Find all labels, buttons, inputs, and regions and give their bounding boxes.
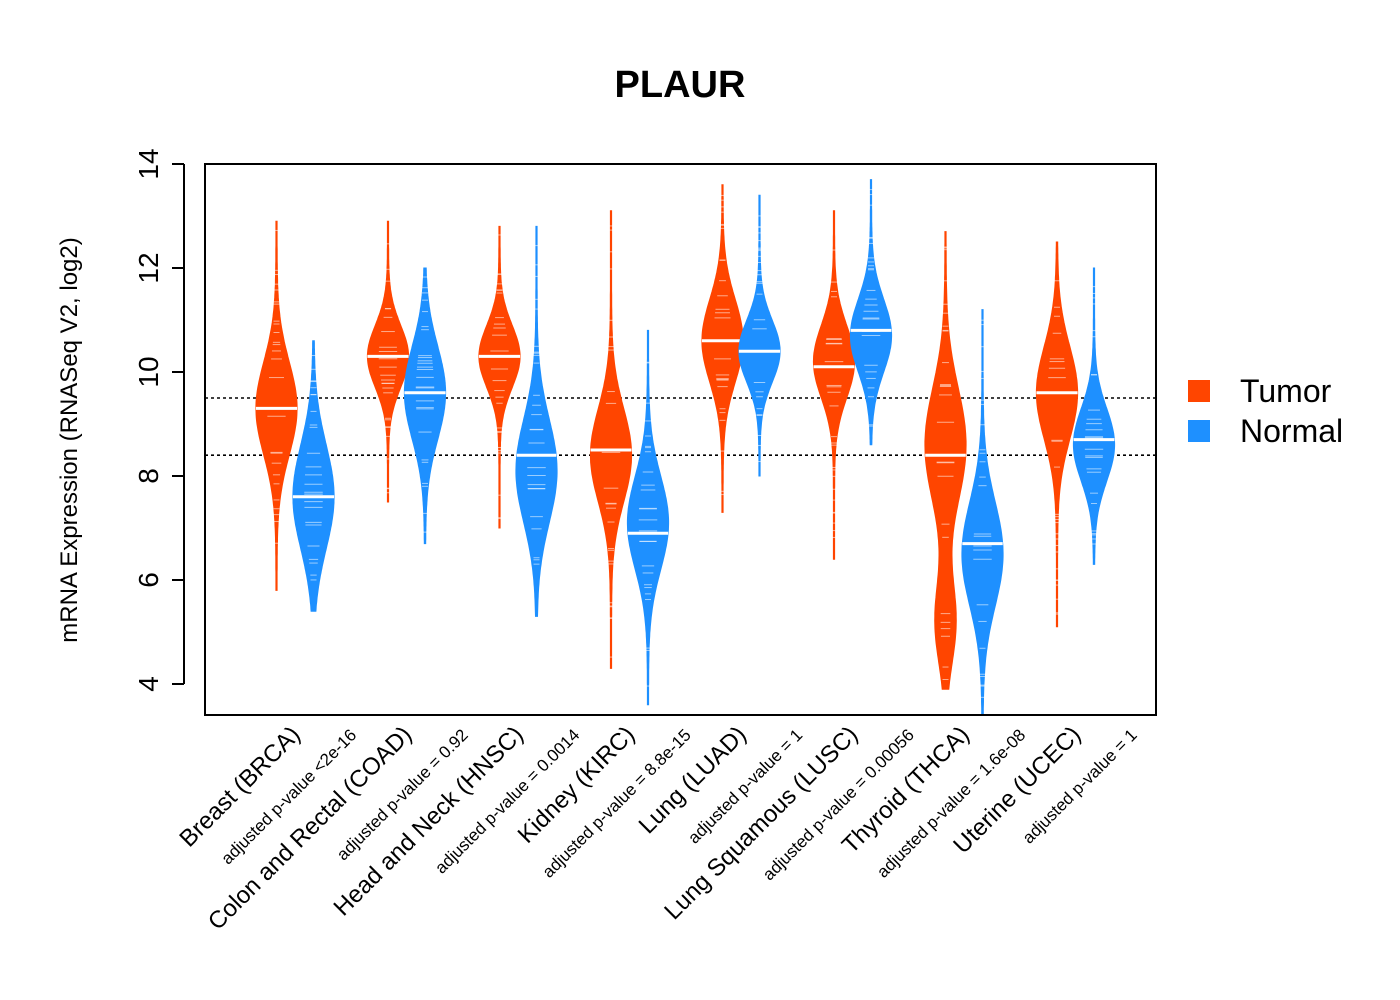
x-axis-labels: Breast (BRCA)adjusted p-value <2e-16Colo… [174, 721, 1140, 935]
violin-tumor [589, 210, 633, 669]
violin-body-tumor [1035, 241, 1079, 628]
legend: Tumor Normal [1188, 373, 1343, 449]
violin-tumor [812, 210, 856, 560]
violin-body-normal [738, 194, 781, 477]
violin-body-normal [403, 267, 447, 545]
violin-normal [515, 225, 558, 617]
violin-normal [1072, 267, 1116, 565]
y-tick-label: 12 [133, 252, 164, 283]
violin-body-normal [961, 309, 1004, 716]
violin-normal [849, 179, 893, 446]
y-axis-label: mRNA Expression (RNASeq V2, log2) [56, 237, 83, 643]
violin-normal [292, 340, 335, 612]
violin-normal [626, 329, 670, 706]
chart-title: PLAUR [615, 64, 746, 106]
y-tick-label: 6 [133, 572, 164, 588]
violin-tumor [255, 220, 298, 591]
violin-body-tumor [924, 231, 967, 690]
violin-body-normal [1072, 267, 1116, 565]
violin-tumor [1035, 241, 1079, 628]
reference-lines [205, 397, 1156, 457]
y-tick-label: 8 [133, 468, 164, 484]
plot-frame [204, 163, 1157, 716]
y-tick-label: 14 [133, 148, 164, 179]
violin-body-normal [626, 329, 670, 706]
violin-normal [738, 194, 781, 477]
violin-body-tumor [366, 220, 410, 503]
violin-tumor [924, 231, 967, 690]
violin-body-normal [515, 225, 558, 617]
violin-normal [961, 309, 1004, 716]
violin-tumor [366, 220, 410, 503]
category-label: Colon and Rectal (COAD) [203, 721, 417, 935]
legend-swatch-tumor [1188, 380, 1210, 402]
legend-label-normal: Normal [1240, 413, 1343, 449]
violin-body-normal [849, 179, 893, 446]
violin-body-tumor [255, 220, 298, 591]
violin-body-tumor [589, 210, 633, 669]
y-tick-label: 10 [133, 356, 164, 387]
legend-swatch-normal [1188, 420, 1210, 442]
legend-label-tumor: Tumor [1240, 373, 1332, 409]
y-tick-label: 4 [133, 676, 164, 692]
violin-body-normal [292, 340, 335, 612]
violin-normal [403, 267, 447, 545]
violin-body-tumor [701, 184, 744, 513]
violin-tumor [478, 225, 521, 529]
y-axis: 4 6 8 10 12 14 [133, 148, 185, 692]
violin-body-tumor [478, 225, 521, 529]
violins [255, 179, 1116, 716]
violin-tumor [701, 184, 744, 513]
